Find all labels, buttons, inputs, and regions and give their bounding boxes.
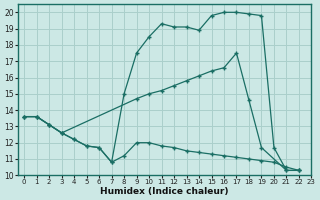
X-axis label: Humidex (Indice chaleur): Humidex (Indice chaleur) [100, 187, 229, 196]
